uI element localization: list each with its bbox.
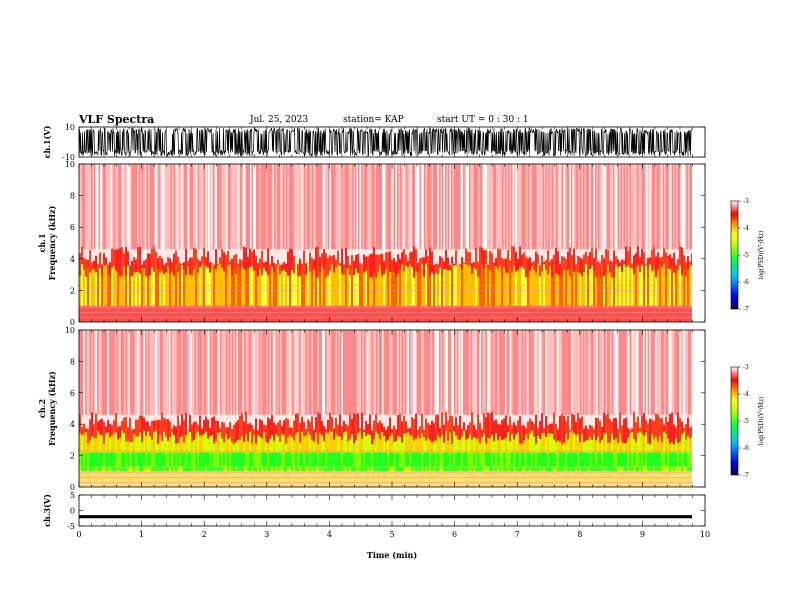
ch3-waveform-ylabel: ch.3(V)	[42, 494, 52, 527]
ch1-y-tick-label: 4	[70, 255, 75, 264]
ch1-waveform-ylabel: ch.1(V)	[42, 125, 52, 158]
x-tick-label: 0	[76, 530, 81, 539]
x-tick-label: 6	[452, 530, 457, 539]
x-tick-label: 4	[327, 530, 332, 539]
ch1-y-tick-label: 10	[65, 160, 75, 169]
ch2-colorbar-tick-label: -7	[743, 472, 749, 479]
x-tick-label: 10	[700, 530, 710, 539]
ch1-colorbar-tick-label: -4	[743, 225, 749, 232]
ch2-y-tick-label: 8	[70, 357, 75, 366]
ch1-y-tick-label: -10	[62, 153, 75, 162]
ch1-colorbar-tick-label: -3	[743, 198, 749, 205]
ch1-colorbar-tick-label: -5	[743, 252, 749, 259]
ch1-channel-label: ch.1	[37, 233, 47, 252]
ch2-colorbar-label: log(PSD)(V²/Hz)	[758, 397, 765, 446]
ch2-colorbar-tick-label: -6	[743, 445, 749, 452]
ch1-colorbar-tick-label: -6	[743, 279, 749, 286]
ch1-colorbar-tick-label: -7	[743, 306, 749, 313]
ch1-y-tick-label: 10	[65, 123, 75, 132]
x-tick-label: 5	[389, 530, 394, 539]
ch3-y-tick-label: 0	[70, 507, 75, 516]
x-tick-label: 3	[264, 530, 269, 539]
ch1-y-tick-label: 6	[70, 223, 75, 232]
time-xlabel: Time (min)	[367, 550, 417, 560]
start-time-label: start UT = 0 : 30 : 1	[437, 115, 529, 125]
ch2-colorbar-tick-label: -5	[743, 418, 749, 425]
ch2-channel-label: ch.2	[37, 399, 47, 418]
ch1-colorbar-label: log(PSD)(V²/Hz)	[758, 231, 765, 280]
ch1-spectrogram-image	[79, 164, 705, 322]
date-label: Jul. 25, 2023	[250, 115, 309, 125]
ch2-spectrogram-image	[79, 330, 705, 487]
ch2-colorbar	[730, 366, 739, 476]
ch2-y-tick-label: 2	[70, 452, 75, 461]
figure-title: VLF Spectra	[79, 113, 155, 126]
ch3-y-tick-label: 5	[70, 491, 75, 500]
ch1-y-tick-label: 0	[70, 318, 75, 327]
ch3-y-tick-label: -5	[67, 522, 75, 531]
station-label: station= KAP	[343, 115, 404, 125]
ch1-waveform-trace	[78, 127, 693, 158]
ch3-waveform-trace	[79, 515, 692, 519]
x-tick-label: 2	[202, 530, 207, 539]
ch1-colorbar	[730, 200, 739, 310]
ch2-y-tick-label: 6	[70, 389, 75, 398]
x-tick-label: 9	[640, 530, 645, 539]
ch2-frequency-ylabel: Frequency (kHz)	[47, 371, 57, 446]
ch2-y-tick-label: 10	[65, 326, 75, 335]
x-tick-label: 8	[577, 530, 582, 539]
ch1-frequency-ylabel: Frequency (kHz)	[47, 205, 57, 280]
x-tick-label: 7	[515, 530, 520, 539]
ch2-colorbar-tick-label: -3	[743, 364, 749, 371]
x-tick-label: 1	[139, 530, 144, 539]
ch2-colorbar-tick-label: -4	[743, 391, 749, 398]
ch2-y-tick-label: 0	[70, 483, 75, 492]
ch1-y-tick-label: 2	[70, 286, 75, 295]
ch2-y-tick-label: 4	[70, 420, 75, 429]
ch1-y-tick-label: 8	[70, 192, 75, 201]
